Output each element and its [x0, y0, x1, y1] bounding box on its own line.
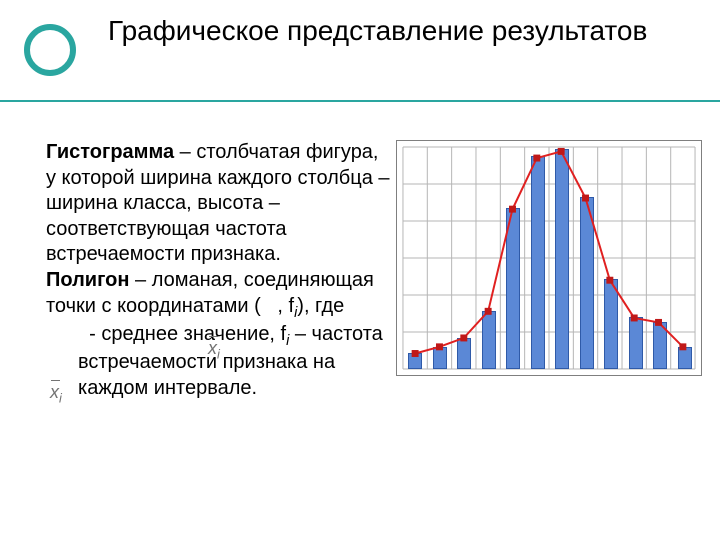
title-underline	[0, 100, 720, 102]
polygon-desc-1b: ), где	[297, 295, 344, 317]
term-histogram: Гистограмма	[46, 141, 174, 163]
histogram-bar	[555, 149, 569, 369]
histogram-bar	[457, 338, 471, 369]
histogram-bar	[604, 279, 618, 369]
histogram-bar	[408, 353, 422, 369]
histogram-bar	[531, 156, 545, 369]
polygon-desc-2: - среднее значение, f	[78, 323, 286, 345]
title-bullet-ring	[24, 24, 76, 76]
slide-title: Графическое представление результатов	[108, 14, 668, 48]
xi-overlay: xi	[50, 382, 62, 406]
histogram-bar	[506, 208, 520, 369]
xi-overlay: xi	[208, 338, 220, 362]
histogram-chart	[396, 140, 702, 376]
histogram-bar	[653, 322, 667, 369]
chart-area	[403, 147, 695, 369]
histogram-bar	[678, 347, 692, 369]
body-text: Гистограмма – столбчатая фигура, у котор…	[46, 140, 391, 402]
histogram-bar	[629, 317, 643, 369]
histogram-bar	[433, 347, 447, 369]
histogram-bar	[482, 311, 496, 369]
histogram-bar	[580, 197, 594, 369]
term-polygon: Полигон	[46, 269, 129, 291]
